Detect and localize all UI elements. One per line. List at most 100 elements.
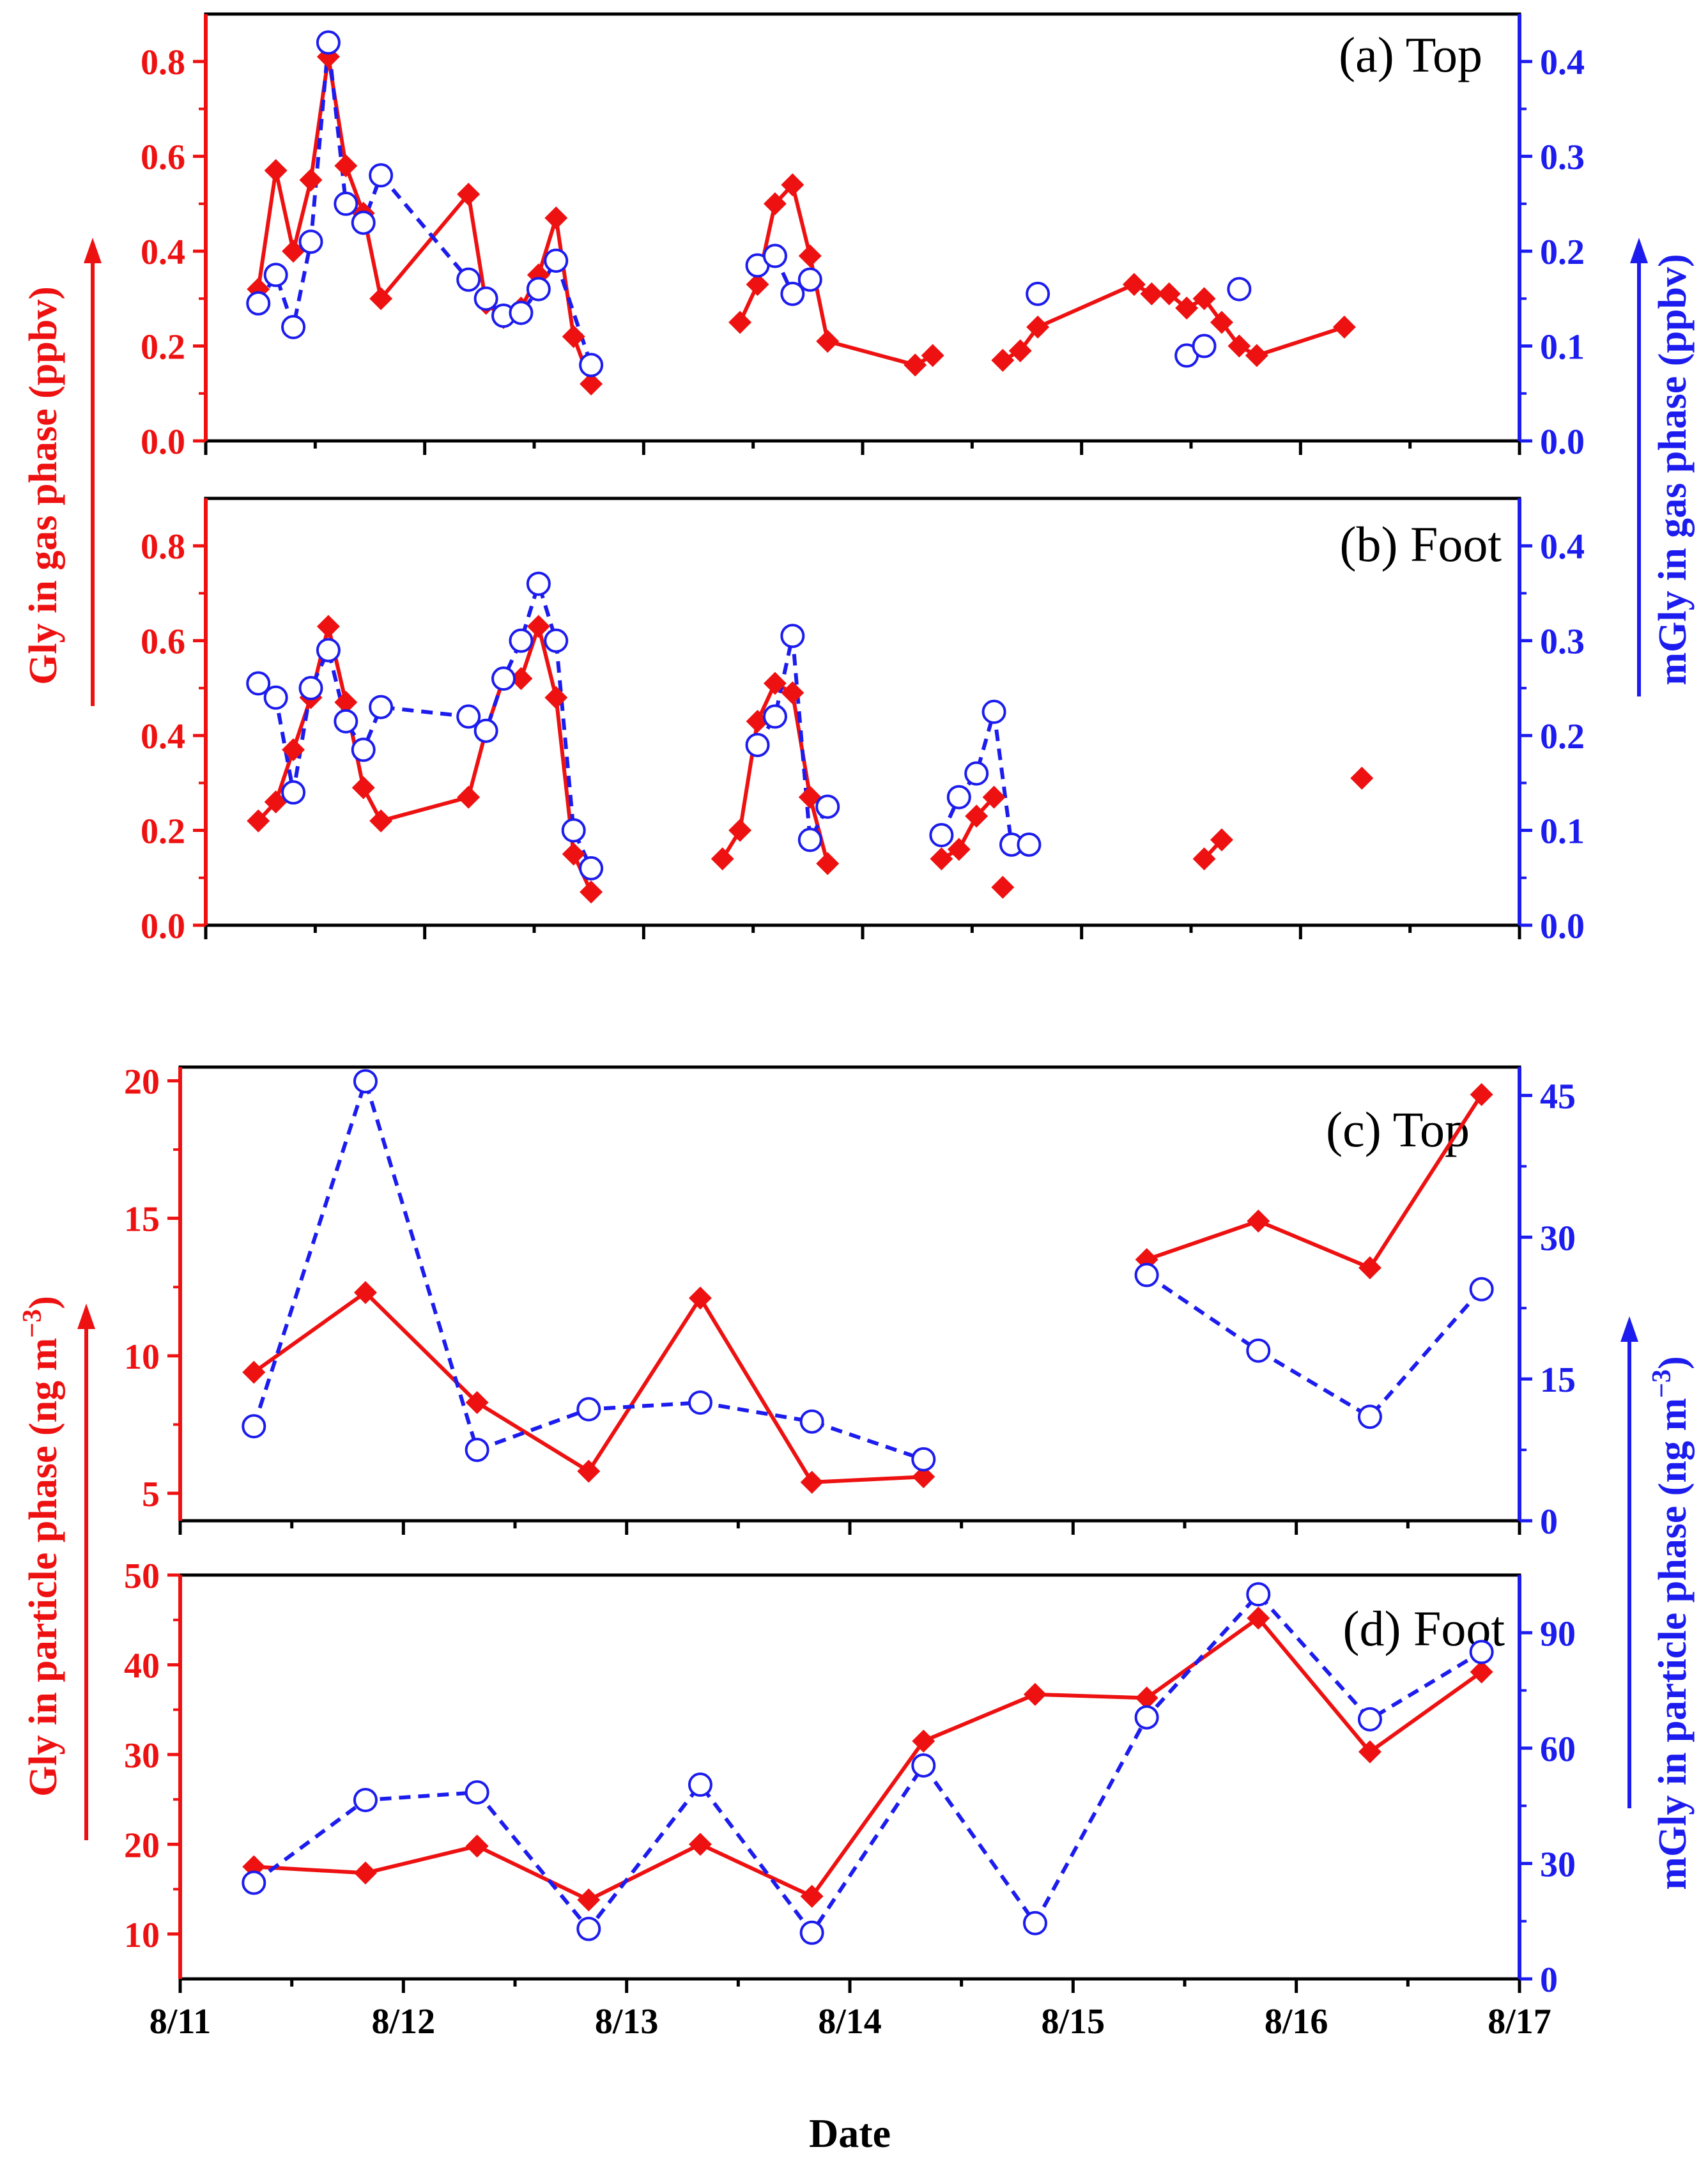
x-axis-label: Date [809,2111,891,2156]
panel-b-mgly-point [981,700,1006,724]
panel-d-gly-point [1023,1682,1047,1706]
panel-b-mgly-point [491,666,516,691]
x-tick-labels: 8/11 8/12 8/13 8/14 8/15 8/16 8/17 [150,2002,1551,2042]
particle-right-arrow-icon [1620,1316,1638,1342]
panel-a-left-tick-label: 0.8 [141,43,185,82]
particle-left-axis-label-exponent: −3 [18,1309,47,1338]
svg-text:Gly in particle phase (ng m−3): Gly in particle phase (ng m−3) [18,1296,65,1797]
panel-b-gly-point [509,667,533,691]
panel-a-gly-point [728,311,752,334]
panel-d-mgly-point [353,1788,378,1813]
panel-c-mgly-point [353,1069,378,1094]
panel-a-gly-point [562,325,585,348]
panel-b-mgly-point [473,718,498,743]
panel-c-mgly-point [688,1390,712,1415]
panel-c-mgly-point [576,1397,601,1422]
panel-d-mgly-point [1469,1640,1494,1665]
panel-c-gly-point [688,1286,712,1310]
particle-left-arrow-icon [77,1304,95,1329]
panel-a-gly-point [334,154,358,178]
panel-d-mgly-line [252,1592,1483,1935]
panel-b-mgly-point [456,704,481,729]
panel-a-gly-point [1122,273,1146,296]
x-tick-label: 8/16 [1265,2002,1328,2042]
panel-a-gly-point [746,273,769,296]
panel-b-gly-point [798,785,822,809]
panel-a-mgly-point [281,314,306,339]
panel-d-mgly-point [1357,1707,1382,1732]
panel-b-mgly-line [257,581,593,870]
panel-d-gly-point [800,1884,824,1908]
panel-d-gly-point [465,1834,489,1858]
panel-b-left-tick-label: 0.0 [141,907,185,946]
panel-b-mgly-point [316,638,341,663]
panel-a-mgly-point [298,229,323,254]
panel-d-left-tick-label: 40 [124,1646,160,1686]
panel-a-gly-point [282,240,305,263]
panel-d-right-tick-label: 0 [1540,1960,1558,2000]
panel-a-title: (a) Top [1339,27,1482,82]
panel-c-right-tick-label: 45 [1540,1077,1576,1116]
panel-b-mgly-point [561,818,586,843]
panel-d-mgly-point [688,1773,712,1797]
panel-b-mgly-point [526,571,551,596]
panel-d-gly-point [353,1861,377,1885]
panel-b-left-tick-label: 0.4 [141,717,185,757]
panel-b-mgly-point [281,780,306,805]
panel-b-mgly-point [964,761,989,786]
panel-b-mgly-point [351,737,376,762]
panel-c-gly-point [912,1465,935,1489]
panel-c-gly-point [800,1470,824,1494]
panel-a-mgly-point [263,263,288,288]
svg-text:mGly in particle phase (ng m−3: mGly in particle phase (ng m−3) [1647,1356,1695,1889]
panel-d-mgly-point [1022,1911,1047,1935]
panel-a-gly-point [1157,282,1181,305]
panel-c-gly-point [353,1280,377,1304]
panel-a-right-tick-label: 0.1 [1540,328,1585,367]
panel-a-left-tick-label: 0.2 [141,328,185,367]
particle-left-axis-label-close: ) [22,1296,65,1309]
panel-b-gly-point [991,875,1015,899]
gas-left-arrow-icon [84,238,102,263]
panel-b-mgly-point [544,628,569,653]
panel-d-right-tick-label: 60 [1540,1730,1576,1769]
panel-a-mgly-point [316,30,341,55]
panel-d-mgly-point [911,1753,936,1778]
panel-b-gly-point [965,804,989,828]
panel-a-mgly-point [1227,277,1252,302]
panel-b-gly-point [816,852,840,875]
panel-a-gly-point [1227,334,1251,358]
panel-c-gly-point [1358,1256,1381,1280]
panel-b-gly-point [930,847,953,871]
panel-b-mgly-point [946,785,971,810]
panel-b-mgly-point [509,628,534,653]
panel-a-gly-point [781,173,804,197]
panel-a-gly-point [798,244,822,268]
panel-c-mgly-point [1469,1277,1494,1302]
panel-c-mgly-point [911,1447,936,1472]
panel-b-mgly-point [1017,832,1042,857]
panel-b-gly-point [264,790,288,814]
panel-d-gly-point [1247,1606,1270,1630]
panel-a-gly-line [256,54,593,385]
x-tick-label: 8/17 [1488,2002,1551,2042]
panel-a-right-tick-label: 0.0 [1540,422,1585,462]
panel-c-left-tick-label: 20 [124,1063,160,1102]
panel-d-mgly-point [1246,1582,1271,1607]
panel-a-gly-point [544,206,568,230]
panel-d-gly-point [688,1833,712,1856]
panel-d-gly-line [254,1616,1483,1902]
panel-d-mgly-point [242,1870,266,1895]
panel-b-mgly-point [762,704,787,729]
panel-d-mgly-point [799,1920,824,1945]
panel-b-gly-point [282,738,305,762]
panel-d-left-tick-label: 50 [124,1557,160,1596]
panel-d-gly-point [577,1888,601,1912]
axes-layer: 0.0 0.2 0.4 0.6 0.8 0.0 0.1 0.2 0.3 0.4 0.0 0.2 0.4 0… [124,43,1585,2000]
panel-b-mgly-point [334,709,358,734]
panel-a-left-tick-label: 0.4 [141,233,185,272]
panel-a-gly-point [921,344,944,367]
panel-a-gly-point [763,192,787,215]
panel-a-mgly-point [1026,281,1050,306]
